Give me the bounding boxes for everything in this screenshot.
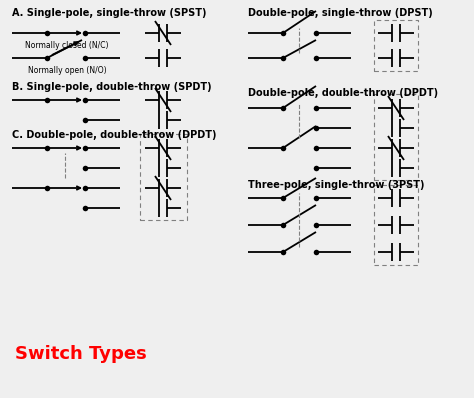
Text: Normally open (N/O): Normally open (N/O) (27, 66, 106, 75)
Text: Normally closed (N/C): Normally closed (N/C) (25, 41, 109, 50)
Text: A. Single-pole, single-throw (SPST): A. Single-pole, single-throw (SPST) (12, 8, 207, 18)
Text: Double-pole, single-throw (DPST): Double-pole, single-throw (DPST) (248, 8, 433, 18)
Text: Double-pole, double-throw (DPDT): Double-pole, double-throw (DPDT) (248, 88, 438, 98)
Text: C. Double-pole, double-throw (DPDT): C. Double-pole, double-throw (DPDT) (12, 130, 217, 140)
Text: Three-pole, single-throw (3PST): Three-pole, single-throw (3PST) (248, 180, 425, 190)
Text: B. Single-pole, double-throw (SPDT): B. Single-pole, double-throw (SPDT) (12, 82, 211, 92)
Text: Switch Types: Switch Types (15, 345, 147, 363)
